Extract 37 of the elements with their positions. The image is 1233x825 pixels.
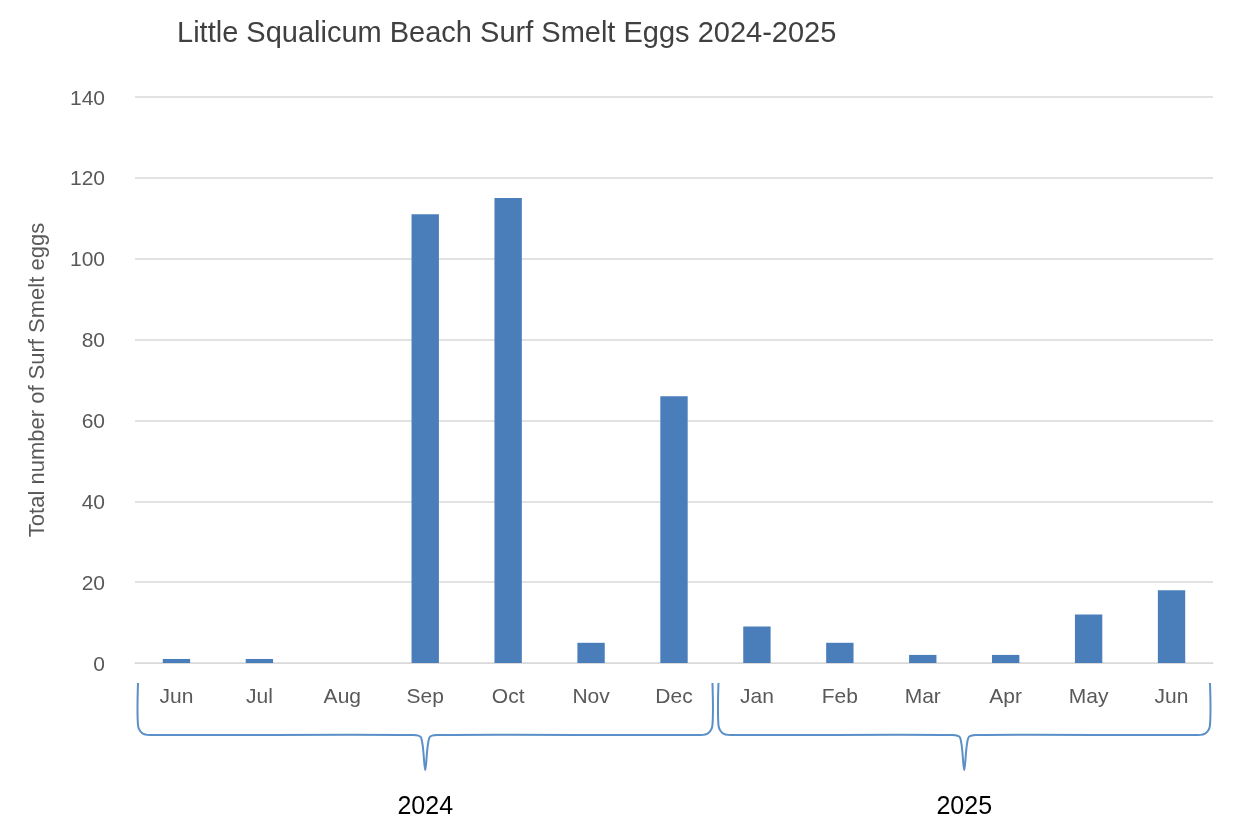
x-tick-label: Sep <box>406 684 444 707</box>
bar <box>826 642 854 663</box>
chart-title: Little Squalicum Beach Surf Smelt Eggs 2024-2025 <box>177 15 837 48</box>
bar <box>245 658 274 663</box>
x-tick-label: Apr <box>989 684 1023 707</box>
bar <box>743 626 771 663</box>
bar <box>1157 590 1186 663</box>
y-tick-label: 80 <box>81 328 105 352</box>
x-tick-label: Oct <box>491 684 525 707</box>
y-tick-label: 100 <box>69 247 105 271</box>
y-axis-title: Total number of Surf Smelt eggs <box>23 222 49 538</box>
y-tick-label: 40 <box>81 489 105 513</box>
y-tick-label: 0 <box>93 651 105 675</box>
x-tick-label: Nov <box>572 684 611 707</box>
bar <box>162 658 191 663</box>
x-tick-label: Jun <box>159 684 194 707</box>
x-tick-label: Jul <box>245 684 273 707</box>
bar <box>577 642 605 663</box>
x-tick-label: May <box>1068 684 1109 707</box>
bar <box>494 198 522 663</box>
y-tick-label: 120 <box>69 166 105 190</box>
y-tick-label: 20 <box>81 570 105 594</box>
bar <box>992 654 1020 663</box>
bar <box>411 214 439 663</box>
x-tick-label: Jan <box>739 684 774 707</box>
text: 2024 <box>397 791 454 819</box>
x-tick-label: Aug <box>323 684 361 707</box>
y-tick-label: 140 <box>69 85 105 109</box>
y-tick-label: 60 <box>81 408 105 432</box>
bar <box>1074 614 1103 663</box>
bar <box>909 654 937 663</box>
x-tick-label: Feb <box>821 684 858 707</box>
x-tick-label: Mar <box>904 684 941 707</box>
x-tick-label: Dec <box>655 684 693 707</box>
text: 2025 <box>936 791 993 819</box>
bar <box>660 396 688 663</box>
x-tick-label: Jun <box>1154 684 1189 707</box>
